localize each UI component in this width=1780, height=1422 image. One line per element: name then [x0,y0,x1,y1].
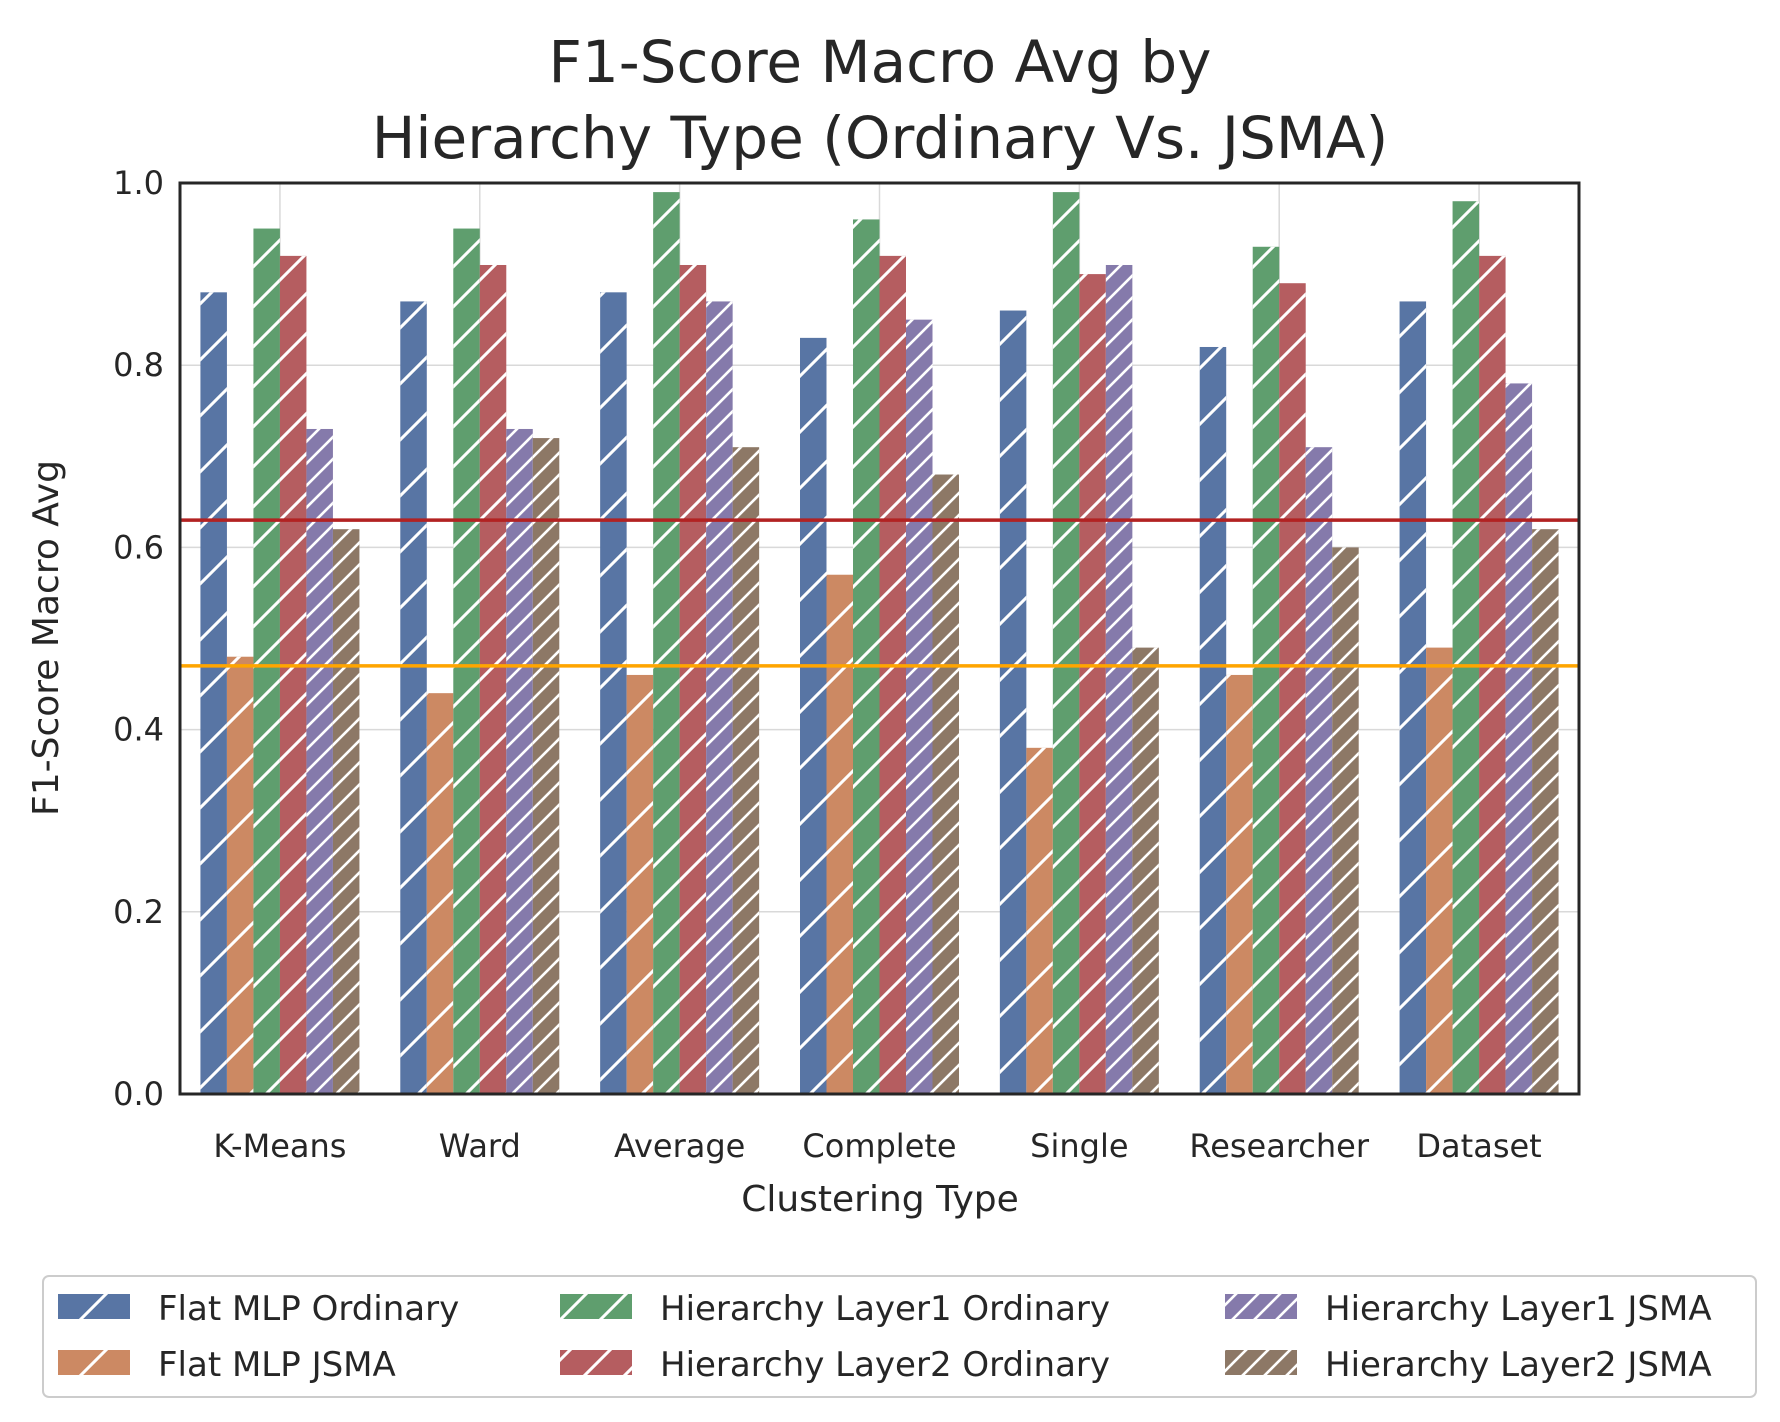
y-tick-label: 1.0 [113,164,164,202]
bar [1332,547,1359,1094]
y-tick-label: 0.8 [113,346,164,384]
legend-swatch-hatch [1225,1350,1297,1375]
bar [226,656,254,1094]
legend-label: Hierarchy Layer2 Ordinary [660,1345,1110,1385]
bar [1226,674,1253,1094]
bar [800,337,827,1094]
bar [906,319,933,1094]
bar [426,693,454,1094]
bar [932,474,959,1094]
bar [679,264,707,1094]
bar [879,255,906,1094]
bar [1399,301,1427,1094]
bar [706,301,733,1094]
legend-swatch-hatch [560,1350,632,1375]
bar [600,292,627,1094]
bar [1426,647,1453,1094]
bar [1305,447,1333,1094]
x-tick-label: Complete [802,1127,956,1165]
legend-label: Hierarchy Layer2 JSMA [1325,1345,1712,1385]
legend-box [42,1275,1757,1398]
chart-title-line-1: F1-Score Macro Avg by [548,28,1211,96]
bar [200,292,227,1094]
legend-label: Flat MLP Ordinary [158,1289,459,1329]
x-tick-label: Average [614,1127,745,1165]
x-axis-label: Clustering Type [741,1179,1019,1220]
legend-label: Hierarchy Layer1 JSMA [1325,1289,1712,1329]
bar [1252,246,1280,1094]
x-tick-label: Dataset [1416,1127,1541,1165]
legend-label: Hierarchy Layer1 Ordinary [660,1289,1110,1329]
bar [332,529,360,1094]
bar [626,674,654,1094]
bar [306,428,333,1095]
legend: Flat MLP Ordinary Flat MLP JSMA Hierarchy … [42,1275,1757,1398]
y-tick-label: 0.2 [113,893,164,931]
reference-lines [180,518,1579,668]
legend-swatch-hatch [58,1350,130,1375]
y-tick-label: 0.6 [113,528,164,566]
bar [1505,383,1533,1094]
x-tick-label: Single [1030,1127,1128,1165]
legend-label: Flat MLP JSMA [158,1345,396,1385]
x-tick-label: K-Means [213,1127,346,1165]
bar [1052,192,1080,1095]
bar [506,428,533,1095]
bar [400,301,427,1094]
bar [1199,346,1227,1095]
bar [253,228,280,1095]
bar [1479,255,1506,1094]
bar [479,264,507,1094]
bar [826,574,853,1094]
bar [1452,201,1480,1095]
bar [1026,747,1053,1094]
bar [853,219,880,1094]
x-tick-label: Ward [439,1127,521,1165]
y-tick-label: 0.4 [113,711,164,749]
y-axis-label: F1-Score Macro Avg [26,460,67,816]
legend-swatch-hatch [560,1294,632,1319]
y-tick-label: 0.0 [113,1075,164,1113]
chart-title-line-2: Hierarchy Type (Ordinary Vs. JSMA) [372,104,1388,172]
bar [653,192,680,1095]
bar [732,447,760,1094]
legend-swatch-hatch [58,1294,130,1319]
bar [1132,647,1159,1094]
bar [1079,274,1106,1095]
bar [1279,283,1306,1095]
bar [1532,529,1559,1094]
plot-frame [178,181,1581,1096]
y-tick-labels: 0.0 0.2 0.4 0.6 0.8 1.0 [113,164,164,1113]
legend-swatch-hatch [1225,1294,1297,1319]
bar [453,228,480,1095]
x-tick-labels: K-Means Ward Average Complete Single Research… [213,1127,1541,1165]
bars [200,192,1559,1095]
bar [999,310,1027,1094]
bar [1105,264,1133,1094]
x-tick-label: Researcher [1189,1127,1369,1165]
bar [532,438,560,1095]
bar [279,255,307,1094]
